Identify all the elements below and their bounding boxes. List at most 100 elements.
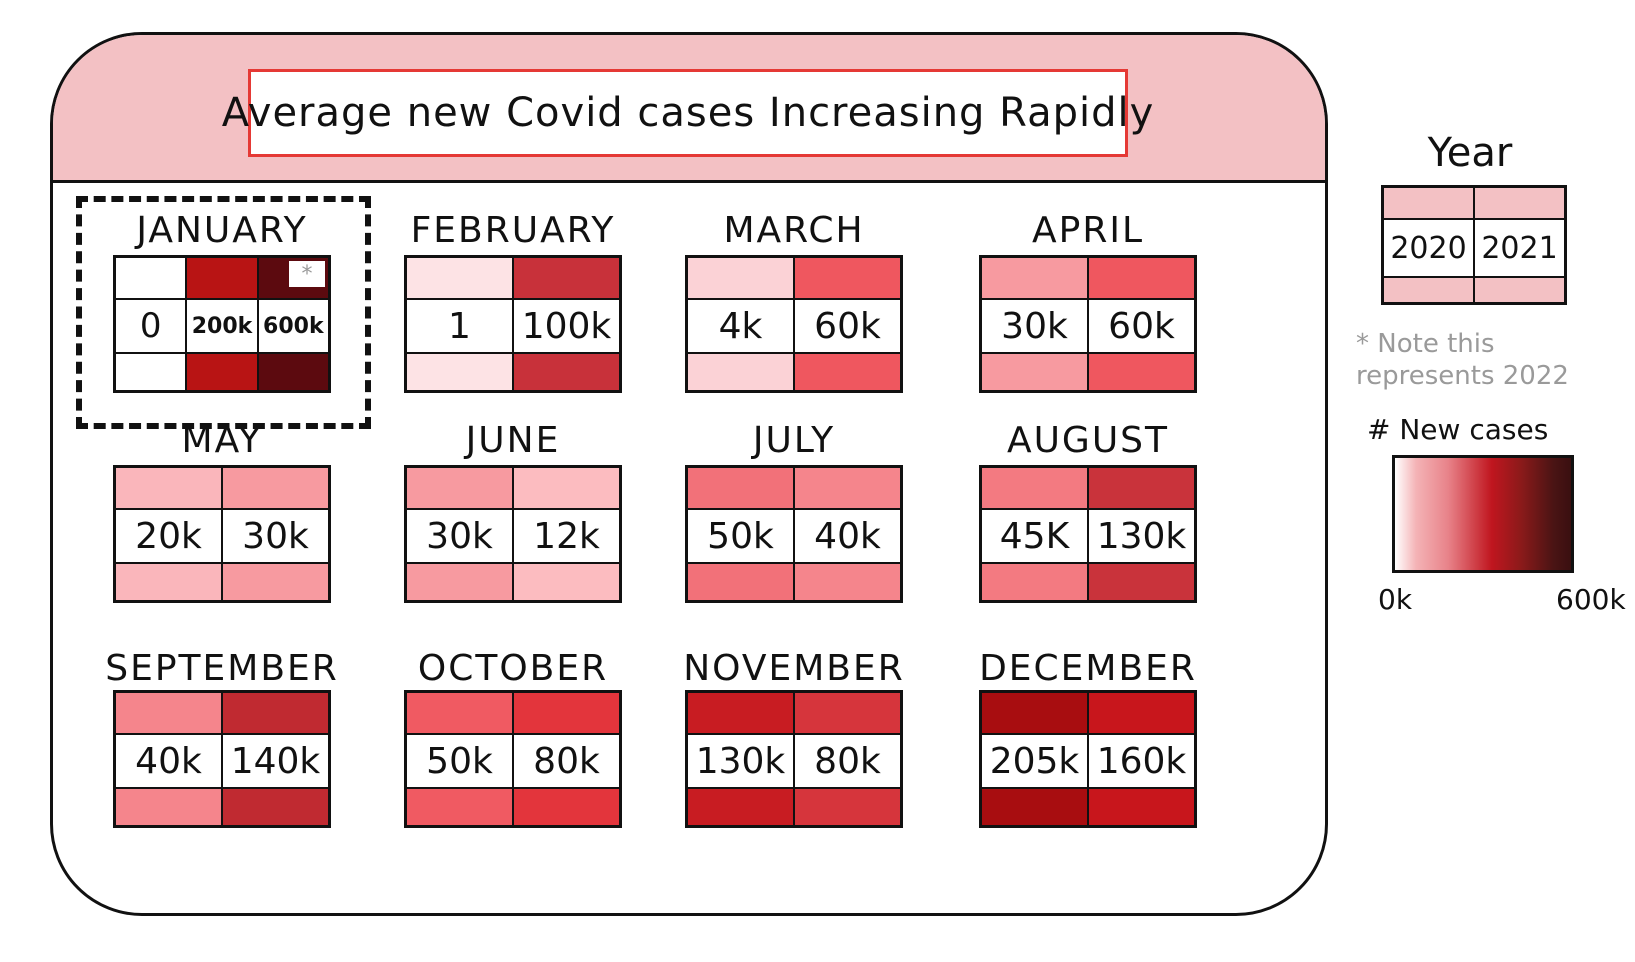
heat-cell-bottom [116, 564, 221, 600]
heat-cell-top [688, 258, 793, 298]
heat-cell-bottom [116, 354, 186, 390]
heat-cell-bottom [688, 354, 793, 390]
year-key-label-2020: 2020 [1384, 220, 1473, 276]
value-label: 160k [1089, 735, 1194, 787]
month-grid-july: 50k 40k [685, 465, 903, 603]
heat-cell-top [223, 693, 328, 733]
heat-cell-top [116, 693, 221, 733]
asterisk-badge: * [289, 261, 325, 287]
heat-cell-top [982, 468, 1087, 508]
heat-cell-top [514, 468, 619, 508]
month-label-december: DECEMBER [979, 648, 1197, 689]
heat-cell-bottom [688, 789, 793, 825]
heat-cell-top [116, 468, 221, 508]
year-key-swatch [1384, 278, 1473, 302]
month-grid-april: 30k 60k [979, 255, 1197, 393]
value-label: 60k [1089, 300, 1194, 352]
month-grid-november: 130k 80k [685, 690, 903, 828]
month-label-november: NOVEMBER [683, 648, 905, 689]
chart-title: Average new Covid cases Increasing Rapid… [222, 69, 1153, 157]
value-label: 130k [688, 735, 793, 787]
heat-cell-top [795, 468, 900, 508]
heat-cell-top [223, 468, 328, 508]
heat-cell-top [982, 693, 1087, 733]
heat-cell-bottom [1089, 354, 1194, 390]
value-label: 200k [187, 300, 257, 352]
heat-cell-bottom [223, 789, 328, 825]
value-label: 50k [688, 510, 793, 562]
month-label-march: MARCH [723, 210, 865, 251]
legend-max-label: 600k [1556, 583, 1626, 616]
heat-cell-bottom [688, 564, 793, 600]
value-label: 4k [688, 300, 793, 352]
heat-cell-top [688, 693, 793, 733]
heat-cell-top [187, 258, 257, 298]
month-label-june: JUNE [465, 420, 561, 461]
heat-cell-bottom [514, 564, 619, 600]
panel-header: Average new Covid cases Increasing Rapid… [53, 35, 1325, 183]
heat-cell-bottom [407, 564, 512, 600]
month-label-july: JULY [752, 420, 836, 461]
heat-cell-bottom [982, 354, 1087, 390]
month-grid-september: 40k 140k [113, 690, 331, 828]
heat-cell-bottom [187, 354, 257, 390]
heat-cell-top [688, 468, 793, 508]
value-label: 40k [795, 510, 900, 562]
value-label: 1 [407, 300, 512, 352]
heat-cell-bottom [1089, 789, 1194, 825]
value-label: 100k [514, 300, 619, 352]
value-label: 20k [116, 510, 221, 562]
heat-cell-top [514, 258, 619, 298]
year-key-swatch [1475, 188, 1564, 218]
heat-cell-bottom [795, 789, 900, 825]
value-label: 205k [982, 735, 1087, 787]
value-label: 80k [795, 735, 900, 787]
value-label: 600k [258, 300, 328, 352]
month-label-october: OCTOBER [417, 648, 609, 689]
month-grid-february: 1 100k [404, 255, 622, 393]
value-label: 50k [407, 735, 512, 787]
value-label: 80k [514, 735, 619, 787]
january-selection-box [76, 196, 371, 429]
heat-cell-bottom [514, 354, 619, 390]
heat-cell-bottom [795, 354, 900, 390]
month-grid-march: 4k 60k [685, 255, 903, 393]
month-grid-january: * 0 200k 600k [113, 255, 331, 393]
heat-cell-bottom [116, 789, 221, 825]
heat-cell-top [1089, 258, 1194, 298]
legend-title: # New cases [1367, 413, 1549, 446]
value-label: 0 [116, 300, 186, 352]
heat-cell-top [1089, 468, 1194, 508]
month-label-august: AUGUST [1006, 420, 1170, 461]
heat-cell-bottom [407, 789, 512, 825]
year-key-label-2021: 2021 [1475, 220, 1564, 276]
heat-cell-top [795, 258, 900, 298]
heat-cell-bottom [982, 789, 1087, 825]
month-label-april: APRIL [1031, 210, 1145, 251]
heat-cell-top [795, 693, 900, 733]
heat-cell-top [407, 468, 512, 508]
heat-cell-top [982, 258, 1087, 298]
value-label: 60k [795, 300, 900, 352]
heat-cell-top [514, 693, 619, 733]
legend-color-scale [1392, 455, 1574, 573]
year-key-title: Year [1427, 130, 1513, 176]
heat-cell-bottom [223, 564, 328, 600]
note-2022: * Note this represents 2022 [1356, 329, 1569, 391]
heat-cell-top: * [258, 258, 328, 298]
value-label: 30k [407, 510, 512, 562]
heat-cell-top [407, 693, 512, 733]
month-label-september: SEPTEMBER [105, 648, 339, 689]
heat-cell-bottom [258, 354, 328, 390]
heat-cell-top [1089, 693, 1194, 733]
month-label-january: JANUARY [136, 210, 308, 251]
heat-cell-bottom [1089, 564, 1194, 600]
value-label: 45K [982, 510, 1087, 562]
heat-cell-bottom [982, 564, 1087, 600]
heat-cell-bottom [407, 354, 512, 390]
month-grid-august: 45K 130k [979, 465, 1197, 603]
heat-cell-top [116, 258, 186, 298]
heat-cell-top [407, 258, 512, 298]
month-grid-june: 30k 12k [404, 465, 622, 603]
value-label: 30k [982, 300, 1087, 352]
